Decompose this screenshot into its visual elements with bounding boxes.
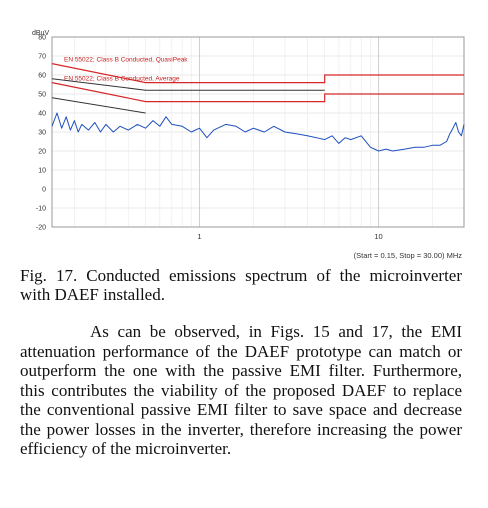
y-tick-label: 0 <box>42 187 46 194</box>
reference-lines-layer <box>51 78 325 114</box>
measured-series-line <box>51 112 465 152</box>
y-tick-label: 80 <box>38 35 46 42</box>
emissions-chart: dBuV EN 55022; Class B Conducted, QuasiP… <box>14 16 484 264</box>
plot-border <box>51 36 465 228</box>
limit-lines-layer: EN 55022; Class B Conducted, QuasiPeak EN… <box>51 57 464 103</box>
reference-line <box>51 78 325 91</box>
y-tick-label: 50 <box>38 92 46 99</box>
limit-line-label: EN 55022; Class B Conducted, Average <box>64 76 180 83</box>
y-tick-label: -10 <box>36 206 46 213</box>
limit-line <box>51 63 464 84</box>
limit-line-label: EN 55022; Class B Conducted, QuasiPeak <box>64 57 188 64</box>
x-tick-label: 10 <box>374 232 382 241</box>
y-tick-label: -20 <box>36 225 46 232</box>
x-tick-labels: 1 10 <box>197 232 382 241</box>
y-tick-label: 40 <box>38 111 46 118</box>
reference-line <box>51 97 146 114</box>
y-tick-label: 60 <box>38 73 46 80</box>
series-layer <box>51 112 465 152</box>
y-axis-unit-label: dBuV <box>32 30 49 37</box>
y-tick-labels: 80 70 60 50 40 30 20 10 0 -10 -20 <box>36 35 46 232</box>
plot-frame <box>51 36 465 228</box>
x-range-label: (Start = 0.15, Stop = 30.00) MHz <box>354 251 463 260</box>
y-tick-label: 10 <box>38 168 46 175</box>
chart-svg: dBuV EN 55022; Class B Conducted, QuasiP… <box>32 30 465 260</box>
y-tick-label: 20 <box>38 149 46 156</box>
limit-line <box>51 82 464 103</box>
body-paragraph: As can be observed, in Figs. 15 and 17, … <box>20 322 462 458</box>
x-tick-label: 1 <box>197 232 201 241</box>
y-tick-label: 30 <box>38 130 46 137</box>
y-tick-label: 70 <box>38 54 46 61</box>
figure-caption: Fig. 17. Conducted emissions spectrum of… <box>20 266 462 304</box>
